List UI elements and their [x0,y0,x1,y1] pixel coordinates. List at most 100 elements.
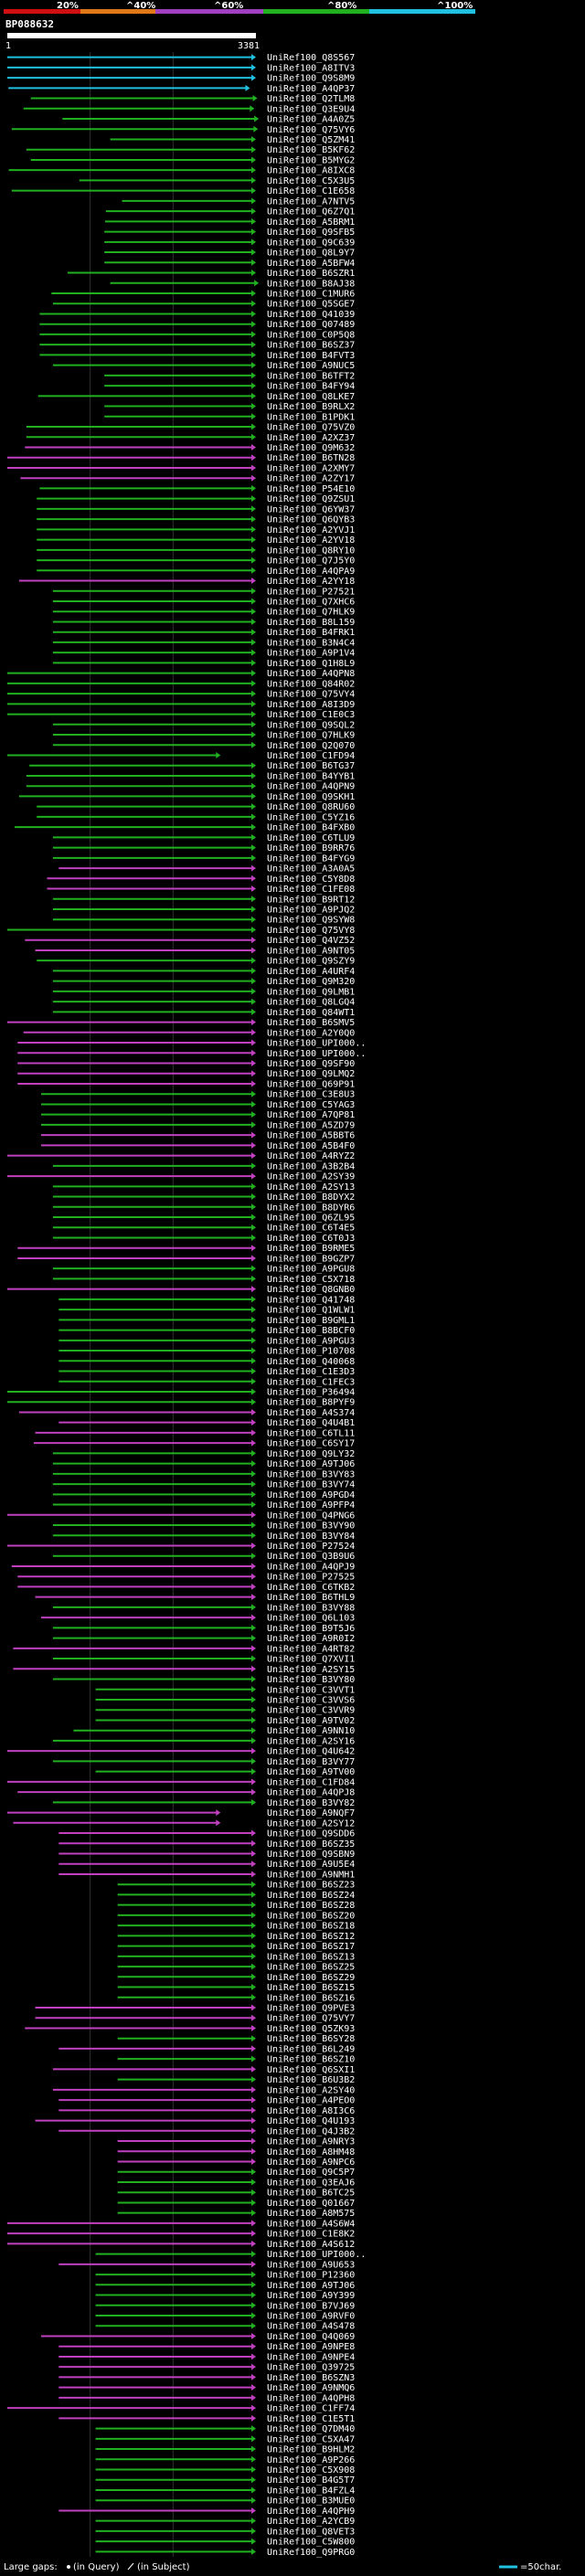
hit-label[interactable]: UniRef100_Q7XVI1 [267,1655,355,1665]
hit-label[interactable]: UniRef100_Q9SBN9 [267,1850,355,1860]
hit-label[interactable]: UniRef100_A3B2B4 [267,1161,355,1171]
hit-row[interactable]: UniRef100_C6TKB2 [17,1583,355,1593]
hit-label[interactable]: UniRef100_B6SZ23 [267,1881,355,1891]
hit-label[interactable]: UniRef100_Q8S567 [267,53,355,63]
hit-row[interactable]: UniRef100_Q5ZM41 [110,135,356,145]
hit-label[interactable]: UniRef100_C1FD84 [267,1777,355,1787]
hit-row[interactable]: UniRef100_Q8RU60 [37,802,355,812]
hit-label[interactable]: UniRef100_A4S374 [267,1408,355,1418]
hit-label[interactable]: UniRef100_A4QPJ9 [267,1562,355,1572]
hit-row[interactable]: UniRef100_C5YAG3 [41,1100,355,1110]
hit-label[interactable]: UniRef100_A2YY18 [267,577,355,587]
hit-label[interactable]: UniRef100_B6TN28 [267,453,355,463]
hit-label[interactable]: UniRef100_B9RT12 [267,895,355,905]
hit-row[interactable]: UniRef100_B6SZ16 [117,1993,356,2003]
hit-row[interactable]: UniRef100_Q9SZY9 [37,957,355,967]
hit-row[interactable]: UniRef100_A4PEO0 [58,2096,355,2106]
hit-label[interactable]: UniRef100_Q4U642 [267,1747,355,1757]
hit-row[interactable]: UniRef100_A7QP81 [41,1110,355,1120]
hit-row[interactable]: UniRef100_A2YY18 [18,577,355,587]
hit-row[interactable]: UniRef100_P27524 [7,1542,355,1552]
hit-row[interactable]: UniRef100_Q6Z7Q1 [105,207,356,217]
hit-label[interactable]: UniRef100_A5BFW4 [267,259,355,269]
hit-label[interactable]: UniRef100_B8PYF9 [267,1398,355,1408]
hit-row[interactable]: UniRef100_Q2Q070 [52,741,355,751]
hit-row[interactable]: UniRef100_B4FZL4 [95,2486,356,2496]
hit-row[interactable]: UniRef100_B6TG37 [29,761,355,771]
hit-row[interactable]: UniRef100_UPI000.. [17,1049,366,1059]
hit-label[interactable]: UniRef100_A9NQF7 [267,1808,355,1818]
hit-row[interactable]: UniRef100_Q4U642 [7,1747,355,1757]
hit-label[interactable]: UniRef100_B3VY84 [267,1532,355,1542]
hit-label[interactable]: UniRef100_A9NPC6 [267,2157,355,2168]
hit-row[interactable]: UniRef100_C6TLU9 [52,833,355,843]
hit-label[interactable]: UniRef100_P27524 [267,1542,355,1552]
hit-label[interactable]: UniRef100_B3MUE0 [267,2496,355,2507]
hit-label[interactable]: UniRef100_A9TV00 [267,1767,355,1777]
hit-row[interactable]: UniRef100_B4G5T7 [95,2475,356,2486]
hit-label[interactable]: UniRef100_A9NMQ6 [267,2383,355,2393]
hit-label[interactable]: UniRef100_B3N4C4 [267,638,355,648]
hit-row[interactable]: UniRef100_B8BCF0 [58,1326,355,1336]
hit-row[interactable]: UniRef100_B6U3B2 [117,2075,356,2085]
hit-row[interactable]: UniRef100_B9HLM2 [95,2445,356,2455]
hit-label[interactable]: UniRef100_B6SZ25 [267,1963,355,1973]
hit-label[interactable]: UniRef100_B9RR76 [267,843,355,853]
hit-row[interactable]: UniRef100_Q9LY32 [52,1449,355,1459]
hit-row[interactable]: UniRef100_Q84WT1 [52,1008,355,1018]
hit-row[interactable]: UniRef100_Q5SGE7 [52,300,355,310]
hit-label[interactable]: UniRef100_B6SZR1 [267,269,355,279]
hit-row[interactable]: UniRef100_Q75VY6 [11,125,356,135]
hit-label[interactable]: UniRef100_B6SY28 [267,2034,355,2044]
hit-label[interactable]: UniRef100_A7NTV5 [267,196,355,207]
hit-row[interactable]: UniRef100_A9TJ06 [95,2281,356,2291]
hit-label[interactable]: UniRef100_A4QPN8 [267,669,355,679]
hit-label[interactable]: UniRef100_B4FY94 [267,382,355,392]
hit-row[interactable]: UniRef100_A2SY16 [52,1736,355,1746]
hit-row[interactable]: UniRef100_A9P1V4 [52,649,355,659]
hit-label[interactable]: UniRef100_Q9PVE3 [267,2004,355,2014]
hit-row[interactable]: UniRef100_A2SY15 [13,1665,355,1675]
hit-label[interactable]: UniRef100_C1MUR6 [267,289,355,299]
hit-row[interactable]: UniRef100_A9NPC6 [117,2157,356,2168]
hit-row[interactable]: UniRef100_UPI000.. [17,1039,366,1049]
hit-row[interactable]: UniRef100_Q01667 [117,2199,356,2209]
hit-label[interactable]: UniRef100_C6TKB2 [267,1583,355,1593]
hit-row[interactable]: UniRef100_C3E8U3 [41,1090,355,1100]
hit-row[interactable]: UniRef100_A4S374 [18,1408,355,1418]
hit-label[interactable]: UniRef100_B7VJ69 [267,2301,355,2311]
hit-row[interactable]: UniRef100_A5ZD79 [41,1120,355,1130]
hit-label[interactable]: UniRef100_C1FE08 [267,885,355,895]
hit-label[interactable]: UniRef100_A4S6W4 [267,2219,355,2229]
hit-label[interactable]: UniRef100_B5MYG2 [267,155,355,165]
hit-row[interactable]: UniRef100_UPI000.. [95,2250,367,2260]
hit-row[interactable]: UniRef100_Q9LMQ2 [17,1069,355,1079]
hit-row[interactable]: UniRef100_C3VVT1 [95,1685,356,1695]
hit-row[interactable]: UniRef100_B8L159 [52,618,355,628]
hit-row[interactable]: UniRef100_B3VY74 [52,1480,355,1490]
hit-label[interactable]: UniRef100_Q8L9Y7 [267,249,355,259]
hit-label[interactable]: UniRef100_B6SZ12 [267,1932,355,1942]
hit-label[interactable]: UniRef100_A5B4F0 [267,1141,355,1151]
hit-label[interactable]: UniRef100_Q8LKE7 [267,392,355,402]
hit-row[interactable]: UniRef100_Q9PRG0 [95,2548,356,2558]
hit-label[interactable]: UniRef100_A4QP37 [267,84,355,94]
hit-row[interactable]: UniRef100_C5Y8D8 [47,875,355,885]
hit-row[interactable]: UniRef100_B6SZ29 [117,1973,356,1983]
hit-row[interactable]: UniRef100_Q7XVI1 [52,1655,355,1665]
hit-label[interactable]: UniRef100_A9NRY3 [267,2137,355,2147]
hit-label[interactable]: UniRef100_A4S612 [267,2240,355,2250]
hit-row[interactable]: UniRef100_A2SY12 [13,1818,355,1829]
hit-row[interactable]: UniRef100_B8DYX2 [52,1193,355,1203]
hit-row[interactable]: UniRef100_A9PGU8 [52,1265,355,1275]
hit-row[interactable]: UniRef100_B4FVT3 [39,351,355,361]
hit-label[interactable]: UniRef100_A8I3C6 [267,2106,355,2116]
hit-label[interactable]: UniRef100_Q3B9U6 [267,1552,355,1562]
hit-row[interactable]: UniRef100_Q4PNG6 [7,1511,355,1521]
hit-label[interactable]: UniRef100_B3VY80 [267,1675,355,1685]
hit-label[interactable]: UniRef100_Q75VY7 [267,2014,355,2024]
hit-label[interactable]: UniRef100_A9R0I2 [267,1634,355,1644]
hit-row[interactable]: UniRef100_B9RME5 [17,1244,355,1254]
hit-label[interactable]: UniRef100_C5X908 [267,2465,355,2475]
hit-label[interactable]: UniRef100_A4PEO0 [267,2096,355,2106]
